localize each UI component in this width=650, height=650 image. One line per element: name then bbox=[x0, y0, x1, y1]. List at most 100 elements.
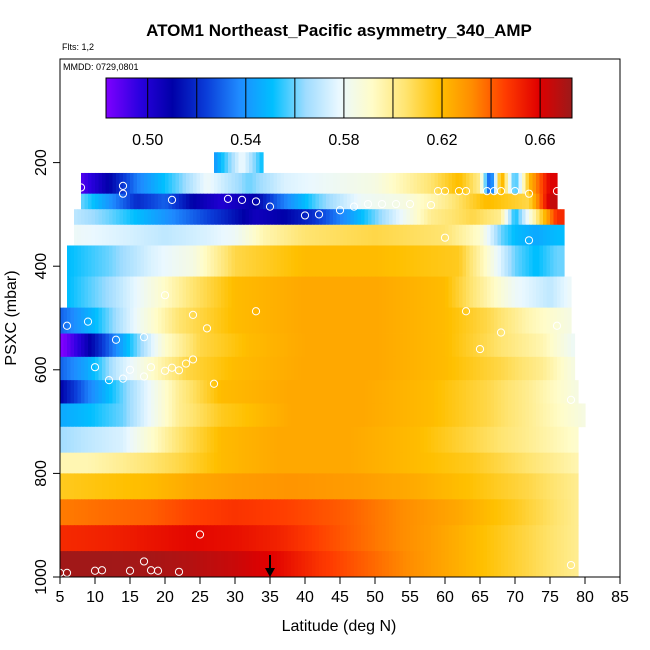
heatmap-cell bbox=[305, 403, 310, 428]
heatmap-cell bbox=[448, 209, 453, 226]
colorbar-tick-label: 0.50 bbox=[132, 132, 163, 149]
heatmap-cell bbox=[469, 276, 474, 309]
heatmap-cell bbox=[298, 209, 303, 226]
heatmap-cell bbox=[231, 245, 236, 277]
heatmap-cell bbox=[483, 276, 488, 309]
heatmap-cell bbox=[434, 473, 439, 500]
heatmap-cell bbox=[518, 473, 523, 500]
heatmap-cell bbox=[427, 356, 432, 381]
heatmap-cell bbox=[158, 172, 163, 195]
heatmap-cell bbox=[333, 551, 338, 578]
heatmap-cell bbox=[294, 426, 299, 454]
heatmap-cell bbox=[480, 426, 485, 454]
heatmap-cell bbox=[242, 403, 247, 428]
observation-marker bbox=[510, 186, 520, 196]
heatmap-cell bbox=[389, 356, 394, 381]
heatmap-cell bbox=[497, 209, 502, 226]
heatmap-cell bbox=[462, 356, 467, 381]
heatmap-cell bbox=[371, 403, 376, 428]
heatmap-cell bbox=[158, 209, 163, 226]
heatmap-cell bbox=[431, 245, 436, 277]
heatmap-cell bbox=[445, 525, 450, 552]
heatmap-cell bbox=[263, 499, 268, 526]
heatmap-cell bbox=[452, 224, 457, 246]
heatmap-cell bbox=[235, 224, 240, 246]
heatmap-cell bbox=[147, 403, 152, 428]
heatmap-cell bbox=[434, 551, 439, 578]
heatmap-cell bbox=[119, 452, 124, 474]
heatmap-cell bbox=[343, 193, 348, 210]
heatmap-cell bbox=[326, 224, 331, 246]
heatmap-cell bbox=[494, 499, 499, 526]
heatmap-cell bbox=[319, 172, 324, 195]
heatmap-cell bbox=[357, 380, 362, 404]
heatmap-cell bbox=[172, 172, 177, 195]
heatmap-cell bbox=[263, 356, 268, 381]
heatmap-cell bbox=[287, 525, 292, 552]
heatmap-cell bbox=[158, 403, 163, 428]
heatmap-cell bbox=[497, 473, 502, 500]
heatmap-cell bbox=[165, 307, 170, 334]
heatmap-cell bbox=[263, 452, 268, 474]
heatmap-cell bbox=[224, 172, 229, 195]
heatmap-cell bbox=[119, 307, 124, 334]
heatmap-cell bbox=[235, 525, 240, 552]
heatmap-cell bbox=[105, 307, 110, 334]
heatmap-cell bbox=[532, 245, 537, 277]
heatmap-cell bbox=[84, 426, 89, 454]
heatmap-cell bbox=[291, 403, 296, 428]
observation-marker bbox=[440, 233, 450, 242]
heatmap-cell bbox=[70, 525, 75, 552]
heatmap-cell bbox=[154, 276, 159, 309]
heatmap-cell bbox=[280, 551, 285, 578]
heatmap-cell bbox=[70, 403, 75, 428]
heatmap-cell bbox=[294, 193, 299, 210]
heatmap-cell bbox=[263, 193, 268, 210]
observation-marker bbox=[251, 197, 261, 206]
heatmap-cell bbox=[224, 209, 229, 226]
heatmap-cell bbox=[168, 209, 173, 226]
heatmap-cell bbox=[350, 452, 355, 474]
heatmap-cell bbox=[406, 276, 411, 309]
heatmap-cell bbox=[294, 380, 299, 404]
observation-marker bbox=[223, 194, 233, 203]
heatmap-cell bbox=[424, 551, 429, 578]
heatmap-cell bbox=[151, 172, 156, 195]
heatmap-cell bbox=[291, 356, 296, 381]
heatmap-cell bbox=[123, 356, 128, 381]
heatmap-cell bbox=[445, 307, 450, 334]
heatmap-cell bbox=[158, 525, 163, 552]
heatmap-cell bbox=[515, 551, 520, 578]
heatmap-cell bbox=[399, 380, 404, 404]
heatmap-cell bbox=[378, 333, 383, 358]
heatmap-cell bbox=[438, 172, 443, 195]
heatmap-cell bbox=[378, 307, 383, 334]
observation-marker bbox=[524, 189, 534, 198]
heatmap-cell bbox=[67, 403, 72, 428]
heatmap-cell bbox=[161, 224, 166, 246]
heatmap-cell bbox=[319, 224, 324, 246]
heatmap-cell bbox=[277, 551, 282, 578]
heatmap-cell bbox=[441, 193, 446, 210]
heatmap-cell bbox=[410, 499, 415, 526]
heatmap-cell bbox=[469, 333, 474, 358]
heatmap-cell bbox=[189, 307, 194, 334]
heatmap-cell bbox=[74, 245, 79, 277]
heatmap-cell bbox=[277, 499, 282, 526]
heatmap-cell bbox=[539, 473, 544, 500]
heatmap-cell bbox=[60, 426, 65, 454]
heatmap-cell bbox=[151, 224, 156, 246]
heatmap-cell bbox=[175, 193, 180, 210]
heatmap-cell bbox=[455, 209, 460, 226]
heatmap-cell bbox=[441, 333, 446, 358]
heatmap-cell bbox=[280, 193, 285, 210]
heatmap-cell bbox=[375, 276, 380, 309]
heatmap-cell bbox=[130, 380, 135, 404]
heatmap-cell bbox=[564, 307, 569, 334]
heatmap-cell bbox=[312, 403, 317, 428]
heatmap-cell bbox=[473, 380, 478, 404]
heatmap-cell bbox=[84, 380, 89, 404]
heatmap-cell bbox=[112, 403, 117, 428]
heatmap-cell bbox=[452, 525, 457, 552]
heatmap-cell bbox=[102, 172, 107, 195]
